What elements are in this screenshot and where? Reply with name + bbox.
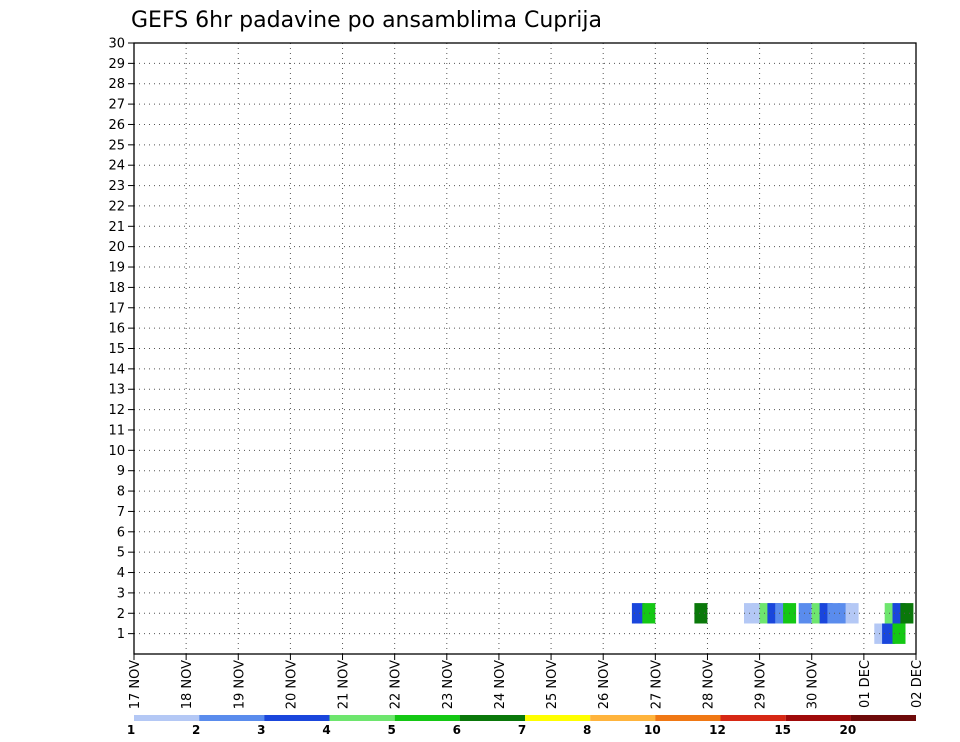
colorbar-label: 5 xyxy=(387,723,395,737)
y-tick-label: 2 xyxy=(117,607,125,622)
y-tick-label: 23 xyxy=(108,179,125,194)
data-cell xyxy=(694,603,708,624)
colorbar-swatch xyxy=(329,715,395,721)
x-tick-label: 29 NOV xyxy=(754,660,769,709)
data-cell xyxy=(882,623,896,644)
y-tick-label: 7 xyxy=(117,505,125,520)
colorbar-swatch xyxy=(590,715,656,721)
x-tick-label: 24 NOV xyxy=(493,660,508,709)
x-tick-label: 26 NOV xyxy=(597,660,612,709)
colorbar-label: 6 xyxy=(453,723,461,737)
colorbar-label: 10 xyxy=(644,723,661,737)
data-cell xyxy=(900,603,914,624)
y-tick-label: 4 xyxy=(117,566,125,581)
y-tick-label: 25 xyxy=(108,138,125,153)
y-tick-label: 27 xyxy=(108,98,125,113)
x-tick-label: 01 DEC xyxy=(858,660,873,708)
y-tick-label: 3 xyxy=(117,586,125,601)
x-tick-label: 30 NOV xyxy=(806,660,821,709)
x-tick-label: 25 NOV xyxy=(545,660,560,709)
colorbar-swatch xyxy=(394,715,460,721)
y-tick-label: 16 xyxy=(108,322,125,337)
colorbar-swatch xyxy=(459,715,525,721)
data-cell xyxy=(798,603,812,624)
y-tick-label: 26 xyxy=(108,118,125,133)
x-tick-label: 22 NOV xyxy=(389,660,404,709)
colorbar-label: 8 xyxy=(583,723,591,737)
colorbar-swatch xyxy=(134,715,200,721)
y-tick-label: 6 xyxy=(117,525,125,540)
x-tick-label: 19 NOV xyxy=(232,660,247,709)
y-tick-label: 17 xyxy=(108,301,125,316)
colorbar-label: 3 xyxy=(257,723,265,737)
chart-title: GEFS 6hr padavine po ansamblima Cuprija xyxy=(131,8,602,33)
colorbar-label: 7 xyxy=(518,723,526,737)
y-tick-label: 18 xyxy=(108,281,125,296)
y-tick-label: 13 xyxy=(108,383,125,398)
colorbar-swatch xyxy=(720,715,786,721)
x-tick-label: 02 DEC xyxy=(910,660,925,708)
y-axis: 1234567891011121314151617181920212223242… xyxy=(108,37,134,642)
data-cell xyxy=(827,603,841,624)
x-tick-label: 23 NOV xyxy=(441,660,456,709)
y-tick-label: 22 xyxy=(108,199,125,214)
colorbar-label: 2 xyxy=(192,723,200,737)
colorbar-label: 1 xyxy=(127,723,135,737)
data-cell xyxy=(845,603,859,624)
y-tick-label: 30 xyxy=(108,37,125,52)
colorbar-label: 20 xyxy=(839,723,856,737)
x-tick-label: 28 NOV xyxy=(701,660,716,709)
x-tick-label: 20 NOV xyxy=(284,660,299,709)
colorbar-swatch xyxy=(264,715,330,721)
y-tick-label: 19 xyxy=(108,261,125,276)
x-tick-label: 18 NOV xyxy=(180,660,195,709)
y-tick-label: 8 xyxy=(117,485,125,500)
y-tick-label: 5 xyxy=(117,546,125,561)
data-cell xyxy=(642,603,656,624)
cells-layer xyxy=(631,603,914,644)
colorbar-label: 15 xyxy=(774,723,791,737)
y-tick-label: 20 xyxy=(108,240,125,255)
y-tick-label: 15 xyxy=(108,342,125,357)
x-tick-label: 17 NOV xyxy=(128,660,143,709)
x-tick-label: 27 NOV xyxy=(649,660,664,709)
colorbar-swatch xyxy=(785,715,851,721)
y-tick-label: 12 xyxy=(108,403,125,418)
colorbar-legend: 1 2 3 4 5 6 7 8 10 12 15 20 xyxy=(127,715,916,737)
gridlines xyxy=(134,42,916,654)
y-tick-label: 28 xyxy=(108,77,125,92)
y-tick-label: 29 xyxy=(108,57,125,72)
y-tick-label: 21 xyxy=(108,220,125,235)
colorbar-label: 4 xyxy=(322,723,330,737)
y-tick-label: 1 xyxy=(117,627,125,642)
y-tick-label: 14 xyxy=(108,362,125,377)
colorbar-swatch xyxy=(655,715,721,721)
data-cell xyxy=(631,603,645,624)
y-tick-label: 11 xyxy=(108,423,125,438)
y-tick-label: 24 xyxy=(108,159,125,174)
x-tick-label: 21 NOV xyxy=(337,660,352,709)
y-tick-label: 10 xyxy=(108,444,125,459)
colorbar-label: 12 xyxy=(709,723,726,737)
colorbar-swatch xyxy=(525,715,591,721)
y-tick-label: 9 xyxy=(117,464,125,479)
colorbar-swatch xyxy=(850,715,916,721)
colorbar-swatch xyxy=(199,715,265,721)
x-axis: 17 NOV 18 NOV 19 NOV 20 NOV 21 NOV 22 NOV 23 N… xyxy=(128,654,925,709)
